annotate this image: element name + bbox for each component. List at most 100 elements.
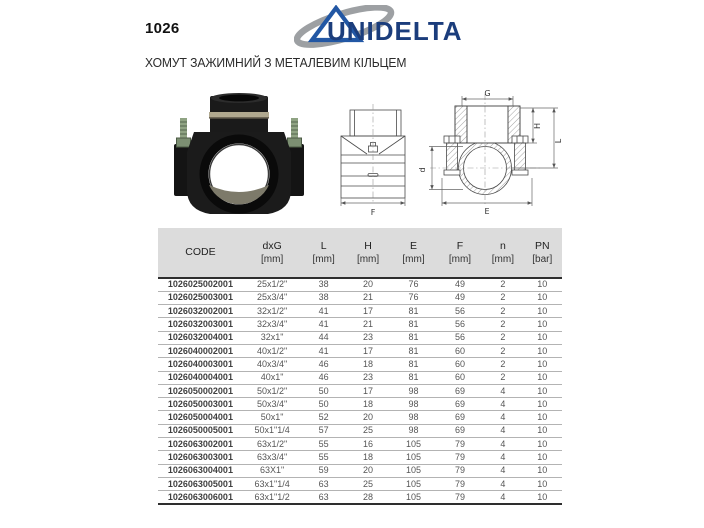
table-row: 1026040002001 40x1/2" 41 17 81 60 2 10: [158, 344, 562, 358]
cell-value: 10: [537, 452, 548, 462]
dim-label-E: E: [484, 207, 489, 216]
cell-value: 41: [318, 305, 329, 316]
cell-value: 50: [318, 398, 329, 409]
cell-value: 21: [363, 292, 374, 303]
cell-value: 28: [363, 491, 374, 502]
cell-value: 81: [408, 345, 419, 356]
cell-value: 2: [500, 319, 506, 330]
clamp-saddle-photo: [174, 93, 304, 214]
cell-value: 49: [454, 292, 465, 303]
cell-value: 52: [318, 412, 329, 423]
front-view: [430, 94, 542, 206]
cell-value: 69: [454, 425, 465, 436]
table-row: 1026050002001 50x1/2" 50 17 98 69 4 10: [158, 384, 562, 398]
cell-value: 17: [363, 385, 374, 396]
cell-value: 44: [318, 332, 329, 343]
cell-value: 10: [537, 398, 548, 409]
unidelta-logo: UNIDELTA: [294, 5, 463, 48]
cell-code: 1026063003001: [167, 452, 233, 462]
cell-code: 1026040003001: [167, 358, 233, 369]
column-header: E [mm]: [390, 228, 437, 278]
table-header-row: CODE dxG [mm] L [mm] H [mm] E [mm] F [mm] n [mm] PN [b…: [158, 228, 562, 278]
column-header: F [mm]: [436, 228, 484, 278]
cell-value: 10: [537, 345, 548, 356]
cell-value: 2: [500, 332, 506, 343]
cell-value: 10: [537, 358, 548, 369]
dimensions-table-wrap: CODE dxG [mm] L [mm] H [mm] E [mm] F [mm] n [mm] PN [b…: [158, 228, 562, 505]
cell-value: 60: [454, 345, 465, 356]
cell-value: 20: [363, 279, 374, 290]
column-header: dxG [mm]: [242, 228, 302, 278]
cell-code: 1026025002001: [167, 279, 233, 290]
column-header: PN [bar]: [522, 228, 562, 278]
cell-value: 56: [454, 319, 465, 330]
cell-value: 40x3/4": [257, 358, 288, 369]
cell-value: 69: [454, 412, 465, 423]
cell-value: 32x1/2": [257, 305, 288, 316]
cell-value: 98: [408, 398, 419, 409]
dim-label-d: d: [418, 167, 427, 172]
table-row: 1026025002001 25x1/2" 38 20 76 49 2 10: [158, 278, 562, 292]
cell-value: 81: [408, 372, 419, 383]
cell-value: 2: [500, 372, 506, 383]
cell-value: 32x3/4": [257, 319, 288, 330]
cell-value: 10: [537, 332, 548, 343]
cell-code: 1026050005001: [167, 425, 233, 436]
cell-value: 10: [537, 292, 548, 303]
cell-value: 69: [454, 385, 465, 396]
cell-value: 41: [318, 319, 329, 330]
cell-value: 40x1/2": [257, 345, 288, 356]
cell-value: 105: [405, 491, 422, 502]
cell-value: 81: [408, 319, 419, 330]
cell-value: 23: [363, 372, 374, 383]
cell-value: 21: [363, 319, 374, 330]
column-header: H [mm]: [345, 228, 391, 278]
cell-value: 41: [318, 345, 329, 356]
cell-value: 20: [363, 412, 374, 423]
cell-value: 76: [408, 292, 419, 303]
cell-code: 1026050003001: [167, 398, 233, 409]
cell-value: 4: [500, 465, 506, 476]
table-head: CODE dxG [mm] L [mm] H [mm] E [mm] F [mm] n [mm] PN [b…: [158, 228, 562, 278]
cell-value: 10: [537, 372, 548, 383]
cell-value: 25x1/2": [257, 279, 288, 290]
cell-value: 46: [318, 358, 329, 369]
cell-code: 1026040002001: [167, 345, 233, 356]
column-header: L [mm]: [301, 228, 346, 278]
cell-code: 1026063006001: [167, 491, 233, 502]
drawing-bolt-left: [443, 135, 461, 176]
page-title: ХОМУТ ЗАЖИМНИЙ З МЕТАЛЕВИМ КІЛЬЦЕМ: [145, 56, 407, 70]
cell-value: 79: [454, 438, 465, 449]
cell-value: 10: [537, 465, 548, 476]
cell-value: 63: [318, 478, 329, 489]
cell-value: 56: [454, 305, 465, 316]
cell-value: 4: [500, 425, 506, 436]
cell-value: 40x1": [260, 372, 284, 383]
cell-value: 63x1/2": [257, 438, 288, 449]
cell-value: 32x1": [260, 332, 284, 343]
dimension-lines: [340, 96, 558, 206]
dim-label-G: G: [484, 89, 490, 98]
dimensions-table: CODE dxG [mm] L [mm] H [mm] E [mm] F [mm] n [mm] PN [b…: [158, 228, 562, 505]
cell-value: 10: [537, 412, 548, 423]
cell-value: 60: [454, 358, 465, 369]
cell-value: 50x1": [260, 412, 284, 423]
brand-wordmark: UNIDELTA: [327, 16, 463, 46]
cell-value: 10: [537, 305, 548, 316]
cell-value: 49: [454, 279, 465, 290]
cell-value: 105: [405, 438, 422, 449]
cell-value: 2: [500, 292, 506, 303]
cell-code: 1026040004001: [167, 372, 233, 383]
cell-value: 17: [363, 345, 374, 356]
cell-value: 2: [500, 305, 506, 316]
cell-value: 38: [318, 279, 329, 290]
cell-value: 10: [537, 478, 548, 489]
table-row: 1026063003001 63x3/4" 55 18 105 79 4 10: [158, 451, 562, 465]
cell-code: 1026032004001: [167, 332, 233, 343]
cell-value: 63x1"1/2: [254, 491, 290, 502]
cell-value: 63x3/4": [257, 452, 288, 462]
cell-value: 50x1/2": [257, 385, 288, 396]
cell-value: 81: [408, 332, 419, 343]
table-row: 1026063006001 63x1"1/2 63 28 105 79 4 10: [158, 491, 562, 505]
